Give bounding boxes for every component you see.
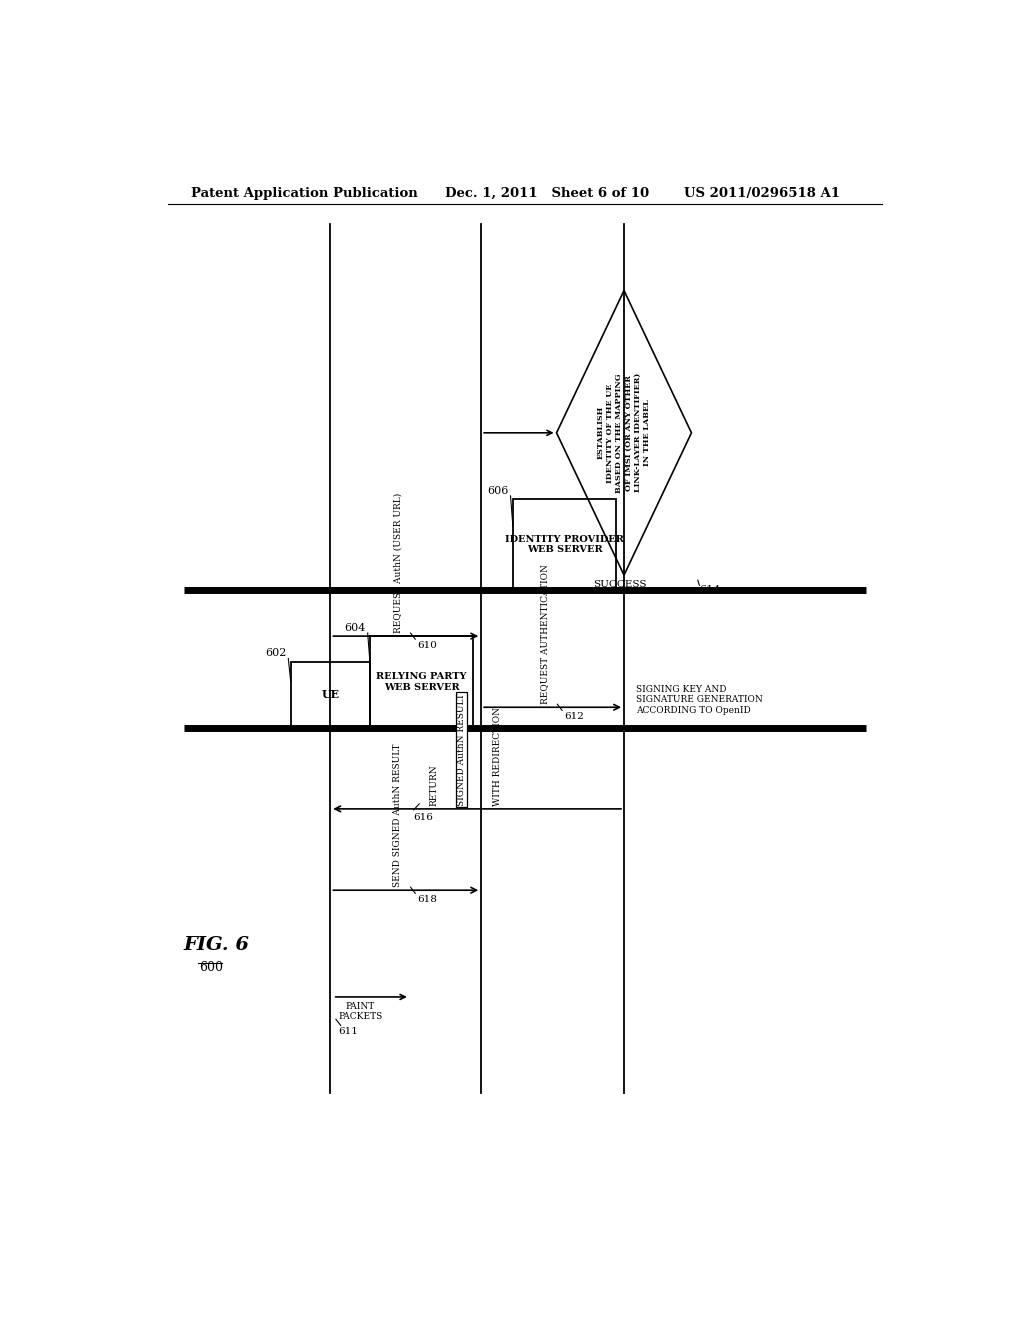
Text: Dec. 1, 2011   Sheet 6 of 10: Dec. 1, 2011 Sheet 6 of 10 (445, 187, 649, 199)
Text: Patent Application Publication: Patent Application Publication (191, 187, 418, 199)
Text: RETURN: RETURN (429, 764, 438, 805)
Text: IDENTITY PROVIDER
WEB SERVER: IDENTITY PROVIDER WEB SERVER (505, 535, 624, 554)
Text: PAINT
PACKETS: PAINT PACKETS (338, 1002, 383, 1022)
Text: 612: 612 (564, 713, 585, 721)
Text: 614: 614 (699, 585, 721, 595)
Text: SIGNED AuthN RESULT: SIGNED AuthN RESULT (457, 693, 466, 805)
Text: REQUEST AUTHENTICATION: REQUEST AUTHENTICATION (540, 565, 549, 704)
Text: 610: 610 (418, 642, 437, 651)
Bar (291, 661, 370, 727)
Text: WITH REDIRECTION: WITH REDIRECTION (493, 706, 502, 805)
Text: 604: 604 (345, 623, 367, 634)
Text: 602: 602 (265, 648, 287, 659)
Text: 618: 618 (418, 895, 437, 904)
Text: SIGNING KEY AND
SIGNATURE GENERATION
ACCORDING TO OpenID: SIGNING KEY AND SIGNATURE GENERATION ACC… (636, 685, 763, 714)
Text: UE: UE (322, 689, 339, 700)
Text: REQUEST AuthN (USER URL): REQUEST AuthN (USER URL) (393, 492, 402, 634)
Text: SUCCESS: SUCCESS (593, 581, 647, 589)
Text: RELYING PARTY
WEB SERVER: RELYING PARTY WEB SERVER (377, 672, 467, 692)
Text: 600: 600 (200, 961, 223, 974)
Bar (513, 499, 616, 590)
Text: 606: 606 (487, 486, 509, 496)
Text: 616: 616 (414, 813, 433, 822)
Text: 611: 611 (338, 1027, 358, 1036)
Text: FIG. 6: FIG. 6 (183, 936, 250, 954)
Text: SEND SIGNED AuthN RESULT: SEND SIGNED AuthN RESULT (393, 743, 402, 887)
Bar (370, 636, 473, 727)
Text: US 2011/0296518 A1: US 2011/0296518 A1 (684, 187, 840, 199)
Text: ESTABLISH
IDENTITY OF THE UE
BASED ON THE MAPPING
OF IMSI (OR ANY OTHER
LINK-LAY: ESTABLISH IDENTITY OF THE UE BASED ON TH… (597, 374, 651, 492)
